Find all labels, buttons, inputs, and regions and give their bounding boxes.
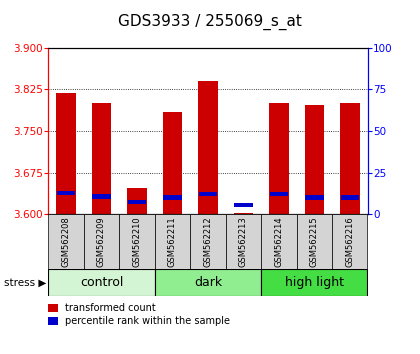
Bar	[234, 212, 253, 214]
Bar	[304, 105, 324, 214]
Text: GSM562216: GSM562216	[345, 216, 354, 267]
Text: GSM562213: GSM562213	[239, 216, 248, 267]
Bar	[92, 103, 111, 214]
Bar	[305, 195, 323, 200]
Bar	[119, 214, 155, 269]
Bar	[261, 214, 297, 269]
Bar	[340, 103, 360, 214]
Bar	[190, 214, 226, 269]
Bar	[198, 81, 218, 214]
Bar	[163, 112, 182, 214]
Bar	[163, 195, 182, 200]
Bar	[261, 269, 368, 296]
Text: GSM562212: GSM562212	[203, 216, 213, 267]
Text: GDS3933 / 255069_s_at: GDS3933 / 255069_s_at	[118, 14, 302, 30]
Bar	[226, 214, 261, 269]
Bar	[155, 269, 261, 296]
Bar	[92, 194, 111, 199]
Bar	[57, 191, 75, 195]
Bar	[297, 214, 332, 269]
Text: high light: high light	[285, 276, 344, 289]
Bar	[48, 269, 155, 296]
Text: GSM562209: GSM562209	[97, 216, 106, 267]
Bar	[341, 195, 359, 200]
Text: GSM562214: GSM562214	[274, 216, 284, 267]
Legend: transformed count, percentile rank within the sample: transformed count, percentile rank withi…	[44, 299, 234, 330]
Bar	[269, 103, 289, 214]
Bar	[128, 200, 146, 204]
Bar	[56, 93, 76, 214]
Bar	[48, 214, 84, 269]
Bar	[127, 188, 147, 214]
Bar	[234, 202, 253, 207]
Bar	[199, 192, 217, 196]
Bar	[84, 214, 119, 269]
Text: GSM562210: GSM562210	[132, 216, 142, 267]
Bar	[332, 214, 368, 269]
Text: GSM562215: GSM562215	[310, 216, 319, 267]
Text: GSM562208: GSM562208	[62, 216, 71, 267]
Text: GSM562211: GSM562211	[168, 216, 177, 267]
Bar	[155, 214, 190, 269]
Text: stress ▶: stress ▶	[4, 277, 46, 287]
Text: control: control	[80, 276, 123, 289]
Bar	[270, 192, 288, 196]
Text: dark: dark	[194, 276, 222, 289]
